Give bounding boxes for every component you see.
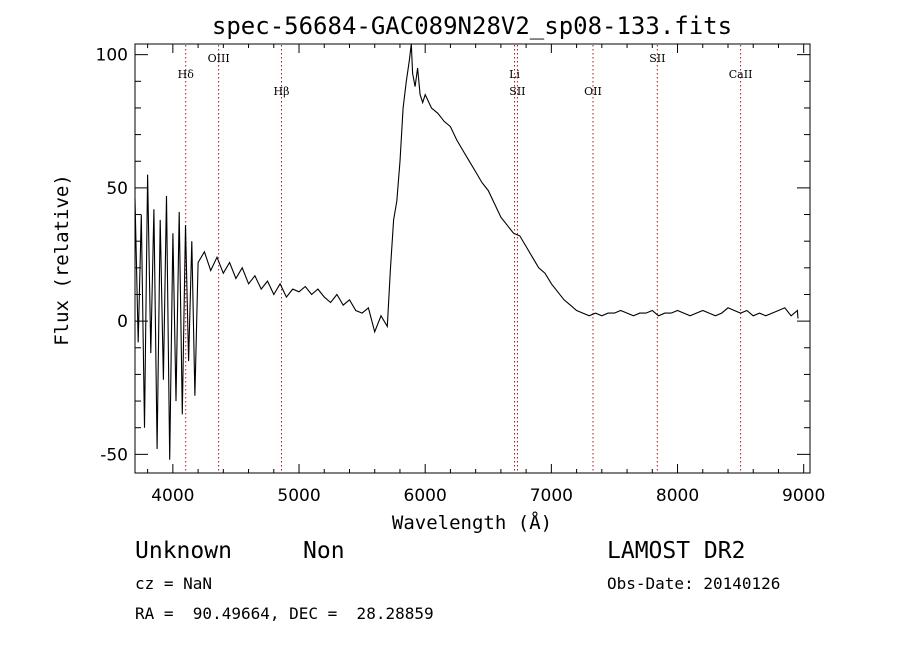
- observation-date: Obs-Date: 20140126: [607, 574, 781, 593]
- line-label-2: Hβ: [274, 85, 290, 98]
- x-tick-label-4: 8000: [656, 486, 699, 506]
- plot-frame: [134, 43, 811, 474]
- redshift-value: cz = NaN: [135, 574, 213, 593]
- x-tick-label-1: 5000: [277, 486, 320, 506]
- line-label-0: Hδ: [178, 68, 195, 81]
- sky-coordinates: RA = 90.49664, DEC = 28.28859: [135, 604, 434, 623]
- object-subclass: Non: [303, 538, 345, 564]
- axis-ticks: 4000 5000 6000 7000 8000 9000 -50 0 50 100: [96, 44, 825, 506]
- line-label-7: CaII: [729, 68, 753, 81]
- line-label-5: OII: [584, 85, 602, 98]
- chart-title: spec-56684-GAC089N28V2_sp08-133.fits: [212, 12, 732, 40]
- y-axis-label: Flux (relative): [51, 174, 73, 346]
- line-label-1: OIII: [208, 52, 230, 65]
- x-tick-label-0: 4000: [151, 486, 194, 506]
- survey-name: LAMOST DR2: [607, 538, 746, 564]
- line-label-4: SII: [509, 85, 525, 98]
- spectrum-series-line: [134, 43, 799, 460]
- x-tick-label-5: 9000: [782, 486, 825, 506]
- y-tick-label-1: 0: [117, 312, 128, 332]
- object-class: Unknown: [135, 538, 232, 564]
- line-label-3: Li: [509, 68, 520, 81]
- y-tick-label-2: 50: [106, 179, 128, 199]
- x-axis-label: Wavelength (Å): [392, 511, 552, 534]
- emission-line-markers: Hδ OIII Hβ Li SII OII SII CaII: [178, 45, 753, 472]
- spectrum-chart: spec-56684-GAC089N28V2_sp08-133.fits Hδ O…: [51, 12, 825, 534]
- y-tick-label-0: -50: [100, 445, 128, 465]
- y-tick-label-3: 100: [96, 46, 128, 66]
- x-tick-label-2: 6000: [404, 486, 447, 506]
- x-tick-label-3: 7000: [530, 486, 573, 506]
- line-label-6: SII: [649, 52, 665, 65]
